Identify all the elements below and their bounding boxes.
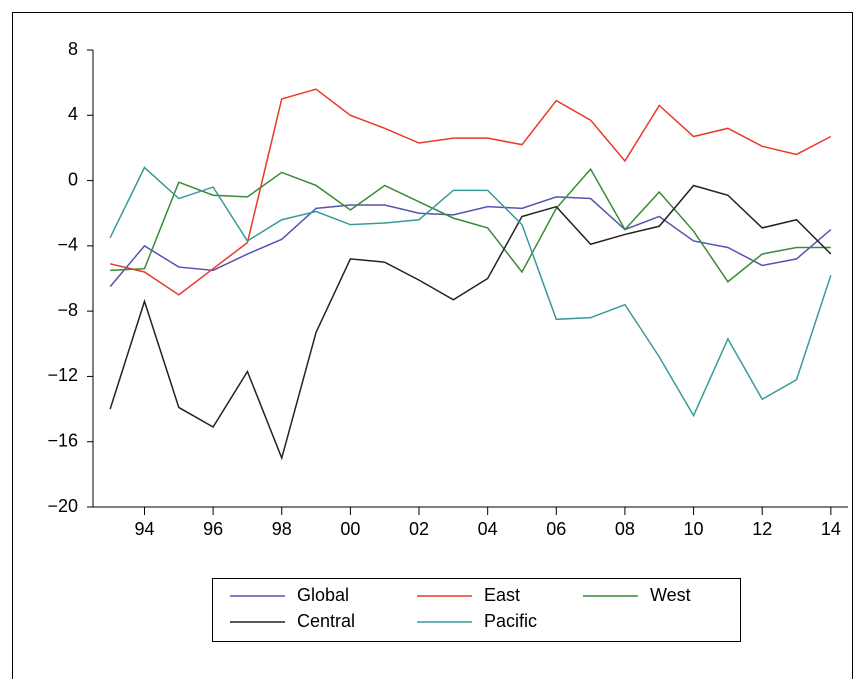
- series-line: [109, 166, 832, 418]
- x-tick-label: 04: [478, 519, 498, 539]
- y-tick-label: 0: [68, 169, 78, 189]
- x-tick-label: 08: [615, 519, 635, 539]
- x-tick-label: 96: [203, 519, 223, 539]
- series-line: [109, 88, 832, 296]
- legend-label: Central: [297, 611, 355, 631]
- x-tick-label: 02: [409, 519, 429, 539]
- y-tick-label: −8: [57, 300, 78, 320]
- legend-label: Global: [297, 585, 349, 605]
- y-tick-label: −16: [47, 430, 78, 450]
- legend-label: Pacific: [484, 611, 537, 631]
- legend-label: East: [484, 585, 520, 605]
- legend-box: [212, 578, 741, 642]
- x-tick-label: 06: [546, 519, 566, 539]
- series-line: [109, 196, 832, 288]
- x-tick-label: 14: [821, 519, 841, 539]
- x-tick-label: 12: [752, 519, 772, 539]
- series-line: [109, 184, 832, 461]
- y-tick-label: −4: [57, 235, 78, 255]
- y-tick-label: −12: [47, 365, 78, 385]
- x-tick-label: 94: [134, 519, 154, 539]
- x-tick-label: 00: [340, 519, 360, 539]
- legend-label: West: [650, 585, 691, 605]
- y-tick-label: −20: [47, 496, 78, 516]
- series-line: [110, 167, 831, 283]
- x-tick-label: 98: [272, 519, 292, 539]
- y-tick-label: 8: [68, 39, 78, 59]
- y-tick-label: 4: [68, 104, 78, 124]
- x-tick-label: 10: [684, 519, 704, 539]
